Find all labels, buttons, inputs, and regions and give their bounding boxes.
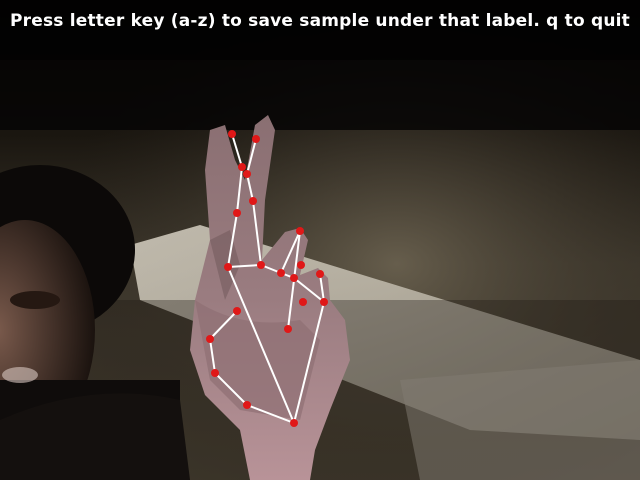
landmark-connections [209,133,325,424]
landmark-point [284,325,292,333]
landmark-point [252,135,260,143]
landmark-point [211,369,219,377]
landmark-point [206,335,214,343]
landmark-connection [246,138,257,175]
landmark-connection [214,372,248,406]
landmark-point [277,269,285,277]
landmark-point [233,209,241,217]
landmark-connection [246,404,295,424]
landmark-point [299,298,307,306]
landmark-point [320,298,328,306]
instruction-text: Press letter key (a-z) to save sample un… [10,11,631,31]
landmark-point [233,307,241,315]
landmark-point [296,227,304,235]
landmark-point [316,270,324,278]
landmark-connection [280,230,301,274]
landmark-connection [227,264,262,268]
landmark-point [249,197,257,205]
landmark-connection [227,266,295,424]
landmark-connection [209,338,216,374]
landmark-point [224,263,232,271]
landmark-connection [293,301,325,424]
landmark-point [257,261,265,269]
landmark-point [243,401,251,409]
landmark-connection [293,277,325,303]
landmark-point [290,274,298,282]
landmark-points [206,130,328,427]
landmark-connection [209,310,238,340]
landmark-connection [246,173,254,202]
landmark-point [228,130,236,138]
landmark-connection [319,273,325,303]
landmark-point [297,261,305,269]
landmark-connection [236,166,243,214]
landmark-connection [231,133,243,168]
landmark-connection [227,212,238,268]
landmark-point [238,163,246,171]
landmark-point [243,170,251,178]
landmark-connection [252,200,262,266]
landmark-point [290,419,298,427]
